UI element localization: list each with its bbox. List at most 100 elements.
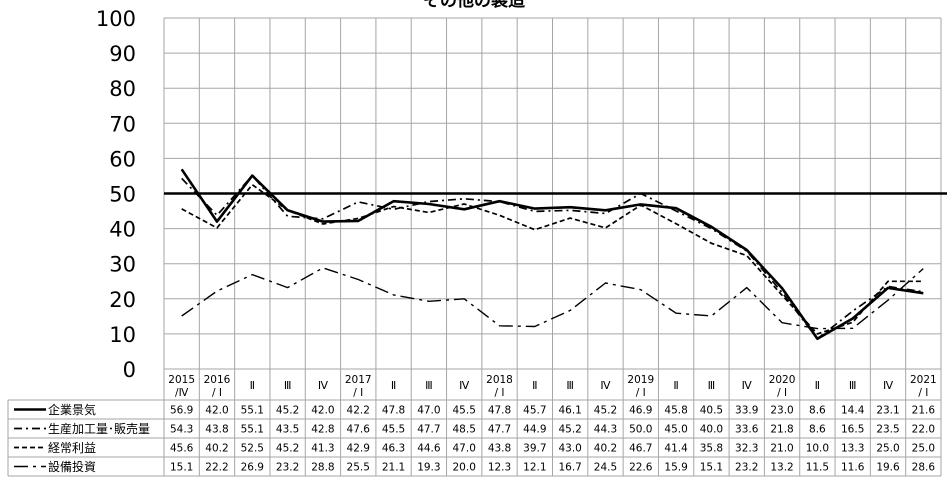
table-cell-value: 35.8	[700, 443, 723, 455]
table-cell-value: 19.3	[417, 462, 440, 474]
x-tick-label: Ⅱ	[815, 379, 820, 392]
table-cell-value: 16.5	[841, 424, 864, 436]
table-cell-value: 42.8	[311, 424, 334, 436]
y-tick-label: 20	[109, 288, 136, 312]
series-lines	[180, 168, 924, 341]
legend-series-name: 生産加工量･販売量	[48, 421, 150, 436]
table-cell-value: 42.2	[347, 405, 370, 417]
x-tick-label: / Ⅰ	[636, 387, 646, 399]
series-line-2	[181, 183, 924, 335]
table-cell-value: 28.8	[311, 462, 334, 474]
y-tick-label: 70	[109, 112, 136, 136]
y-tick-label: 30	[109, 253, 136, 277]
x-tick-label: / Ⅰ	[212, 387, 222, 399]
table-cell-value: 40.0	[700, 424, 723, 436]
table-cell-value: 45.6	[170, 443, 194, 455]
table-cell-value: 52.5	[241, 443, 264, 455]
table-cell-value: 11.5	[806, 462, 829, 474]
table-cell-value: 45.2	[276, 405, 299, 417]
x-tick-label: Ⅳ	[600, 379, 611, 392]
legend-series-name: 経常利益	[48, 441, 96, 455]
table-cell-value: 8.6	[809, 424, 826, 436]
y-tick-label: 100	[96, 7, 136, 31]
table-cell-value: 45.7	[523, 405, 546, 417]
table-cell-value: 45.0	[664, 424, 687, 436]
series-line-0	[180, 168, 924, 341]
table-cell-value: 13.2	[770, 462, 793, 474]
legend-series-name: 企業景気	[48, 402, 96, 417]
table-cell-value: 24.5	[594, 462, 617, 474]
table-cell-value: 45.8	[664, 405, 687, 417]
table-cell-value: 47.6	[347, 424, 371, 436]
x-tick-label: Ⅲ	[284, 379, 292, 392]
table-cell-value: 46.1	[558, 405, 581, 417]
x-tick-label: 2015	[168, 374, 195, 386]
table-cell-value: 10.0	[806, 443, 829, 455]
table-cell-value: 33.6	[735, 424, 759, 436]
x-tick-label: 2019	[627, 374, 654, 386]
y-axis: 0 10 20 30 40 50 60 70 80 90 100	[96, 7, 136, 382]
table-cell-value: 11.6	[841, 462, 865, 474]
table-cell-value: 21.8	[770, 424, 793, 436]
x-tick-label: 2016	[204, 374, 231, 386]
x-tick-label: Ⅳ	[883, 379, 894, 392]
table-cell-value: 33.9	[735, 405, 758, 417]
x-tick-label: Ⅱ	[532, 379, 537, 392]
y-tick-label: 60	[109, 147, 136, 171]
table-cell-value: 46.3	[382, 443, 405, 455]
table-cell-value: 25.0	[876, 443, 899, 455]
table-cell-value: 45.2	[276, 443, 299, 455]
table-cell-value: 43.0	[558, 443, 581, 455]
x-tick-label: /Ⅳ	[175, 387, 189, 399]
table-cell-value: 43.8	[488, 443, 511, 455]
series-line-3	[181, 267, 924, 330]
table-cell-value: 55.1	[241, 405, 264, 417]
x-tick-label: Ⅲ	[566, 379, 574, 392]
table-cell-value: 43.8	[205, 424, 228, 436]
table-cell-value: 23.1	[876, 405, 899, 417]
table-cell-value: 40.5	[700, 405, 723, 417]
x-tick-label: Ⅲ	[425, 379, 433, 392]
legend-series-name: 設備投資	[48, 459, 96, 474]
x-tick-label: 2021	[910, 374, 937, 386]
table-cell-value: 47.8	[488, 405, 511, 417]
table-cell-value: 28.6	[912, 462, 936, 474]
x-tick-label: 2018	[486, 374, 513, 386]
table-cell-value: 48.5	[453, 424, 476, 436]
table-cell-value: 8.6	[809, 405, 826, 417]
table-cell-value: 12.3	[488, 462, 511, 474]
y-tick-label: 0	[123, 358, 136, 382]
table-cell-value: 15.9	[664, 462, 687, 474]
table-cell-value: 16.7	[558, 462, 581, 474]
table-cell-value: 45.2	[594, 405, 617, 417]
x-tick-label: Ⅲ	[708, 379, 716, 392]
table-cell-value: 21.0	[770, 443, 793, 455]
table-cell-value: 41.4	[664, 443, 688, 455]
y-tick-label: 40	[109, 218, 136, 242]
table-cell-value: 22.2	[205, 462, 228, 474]
table-cell-value: 21.6	[912, 405, 936, 417]
x-tick-label: Ⅳ	[318, 379, 329, 392]
y-tick-label: 50	[109, 183, 136, 207]
table-cell-value: 23.5	[876, 424, 899, 436]
chart-title: その他の製造	[423, 0, 526, 11]
y-tick-label: 90	[109, 42, 136, 66]
table-cell-value: 45.5	[453, 405, 476, 417]
table-cell-value: 44.9	[523, 424, 546, 436]
table-cell-value: 42.0	[311, 405, 334, 417]
table-cell-value: 43.5	[276, 424, 299, 436]
table-cell-value: 47.0	[417, 405, 440, 417]
table-cell-value: 23.2	[735, 462, 758, 474]
data-table: 企業景気 56.9 42.0 55.1 45.2 42.0 42.2 47.8 47.0 45.5…	[7, 399, 941, 477]
table-cell-value: 25.0	[912, 443, 935, 455]
x-tick-label: Ⅲ	[849, 379, 857, 392]
table-cell-value: 21.1	[382, 462, 405, 474]
series-line-1	[181, 174, 924, 340]
table-cell-value: 50.0	[629, 424, 652, 436]
table-cell-value: 54.3	[170, 424, 193, 436]
table-cell-value: 41.3	[311, 443, 334, 455]
table-cell-value: 47.7	[488, 424, 511, 436]
table-cell-value: 25.5	[347, 462, 370, 474]
